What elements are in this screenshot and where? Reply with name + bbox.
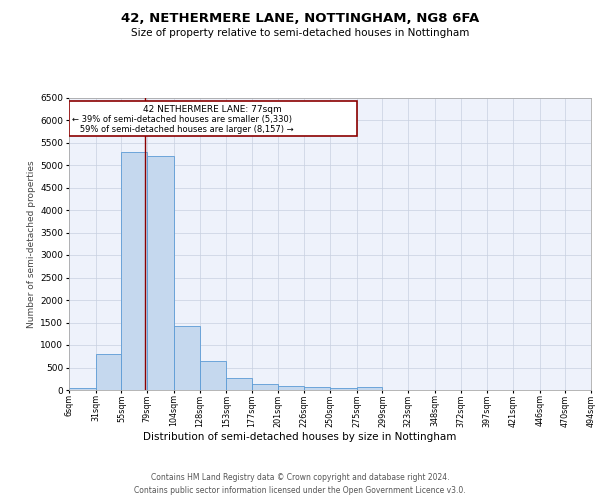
Text: Size of property relative to semi-detached houses in Nottingham: Size of property relative to semi-detach…	[131, 28, 469, 38]
Bar	[252, 384, 278, 390]
Bar	[174, 326, 199, 390]
Text: Distribution of semi-detached houses by size in Nottingham: Distribution of semi-detached houses by …	[143, 432, 457, 442]
Bar	[226, 378, 252, 390]
Y-axis label: Number of semi-detached properties: Number of semi-detached properties	[27, 160, 36, 328]
Bar	[69, 388, 96, 390]
Bar	[96, 354, 121, 390]
Text: 42 NETHERMERE LANE: 77sqm: 42 NETHERMERE LANE: 77sqm	[143, 105, 282, 114]
Bar	[69, 100, 357, 136]
Text: 59% of semi-detached houses are larger (8,157) →: 59% of semi-detached houses are larger (…	[72, 124, 294, 134]
Text: Contains public sector information licensed under the Open Government Licence v3: Contains public sector information licen…	[134, 486, 466, 495]
Bar	[121, 152, 147, 390]
Bar	[330, 388, 357, 390]
Text: Contains HM Land Registry data © Crown copyright and database right 2024.: Contains HM Land Registry data © Crown c…	[151, 472, 449, 482]
Bar	[278, 386, 304, 390]
Text: 42, NETHERMERE LANE, NOTTINGHAM, NG8 6FA: 42, NETHERMERE LANE, NOTTINGHAM, NG8 6FA	[121, 12, 479, 26]
Bar	[304, 387, 330, 390]
Bar	[357, 387, 382, 390]
Bar	[199, 362, 226, 390]
Bar	[147, 156, 174, 390]
Text: ← 39% of semi-detached houses are smaller (5,330): ← 39% of semi-detached houses are smalle…	[72, 116, 292, 124]
